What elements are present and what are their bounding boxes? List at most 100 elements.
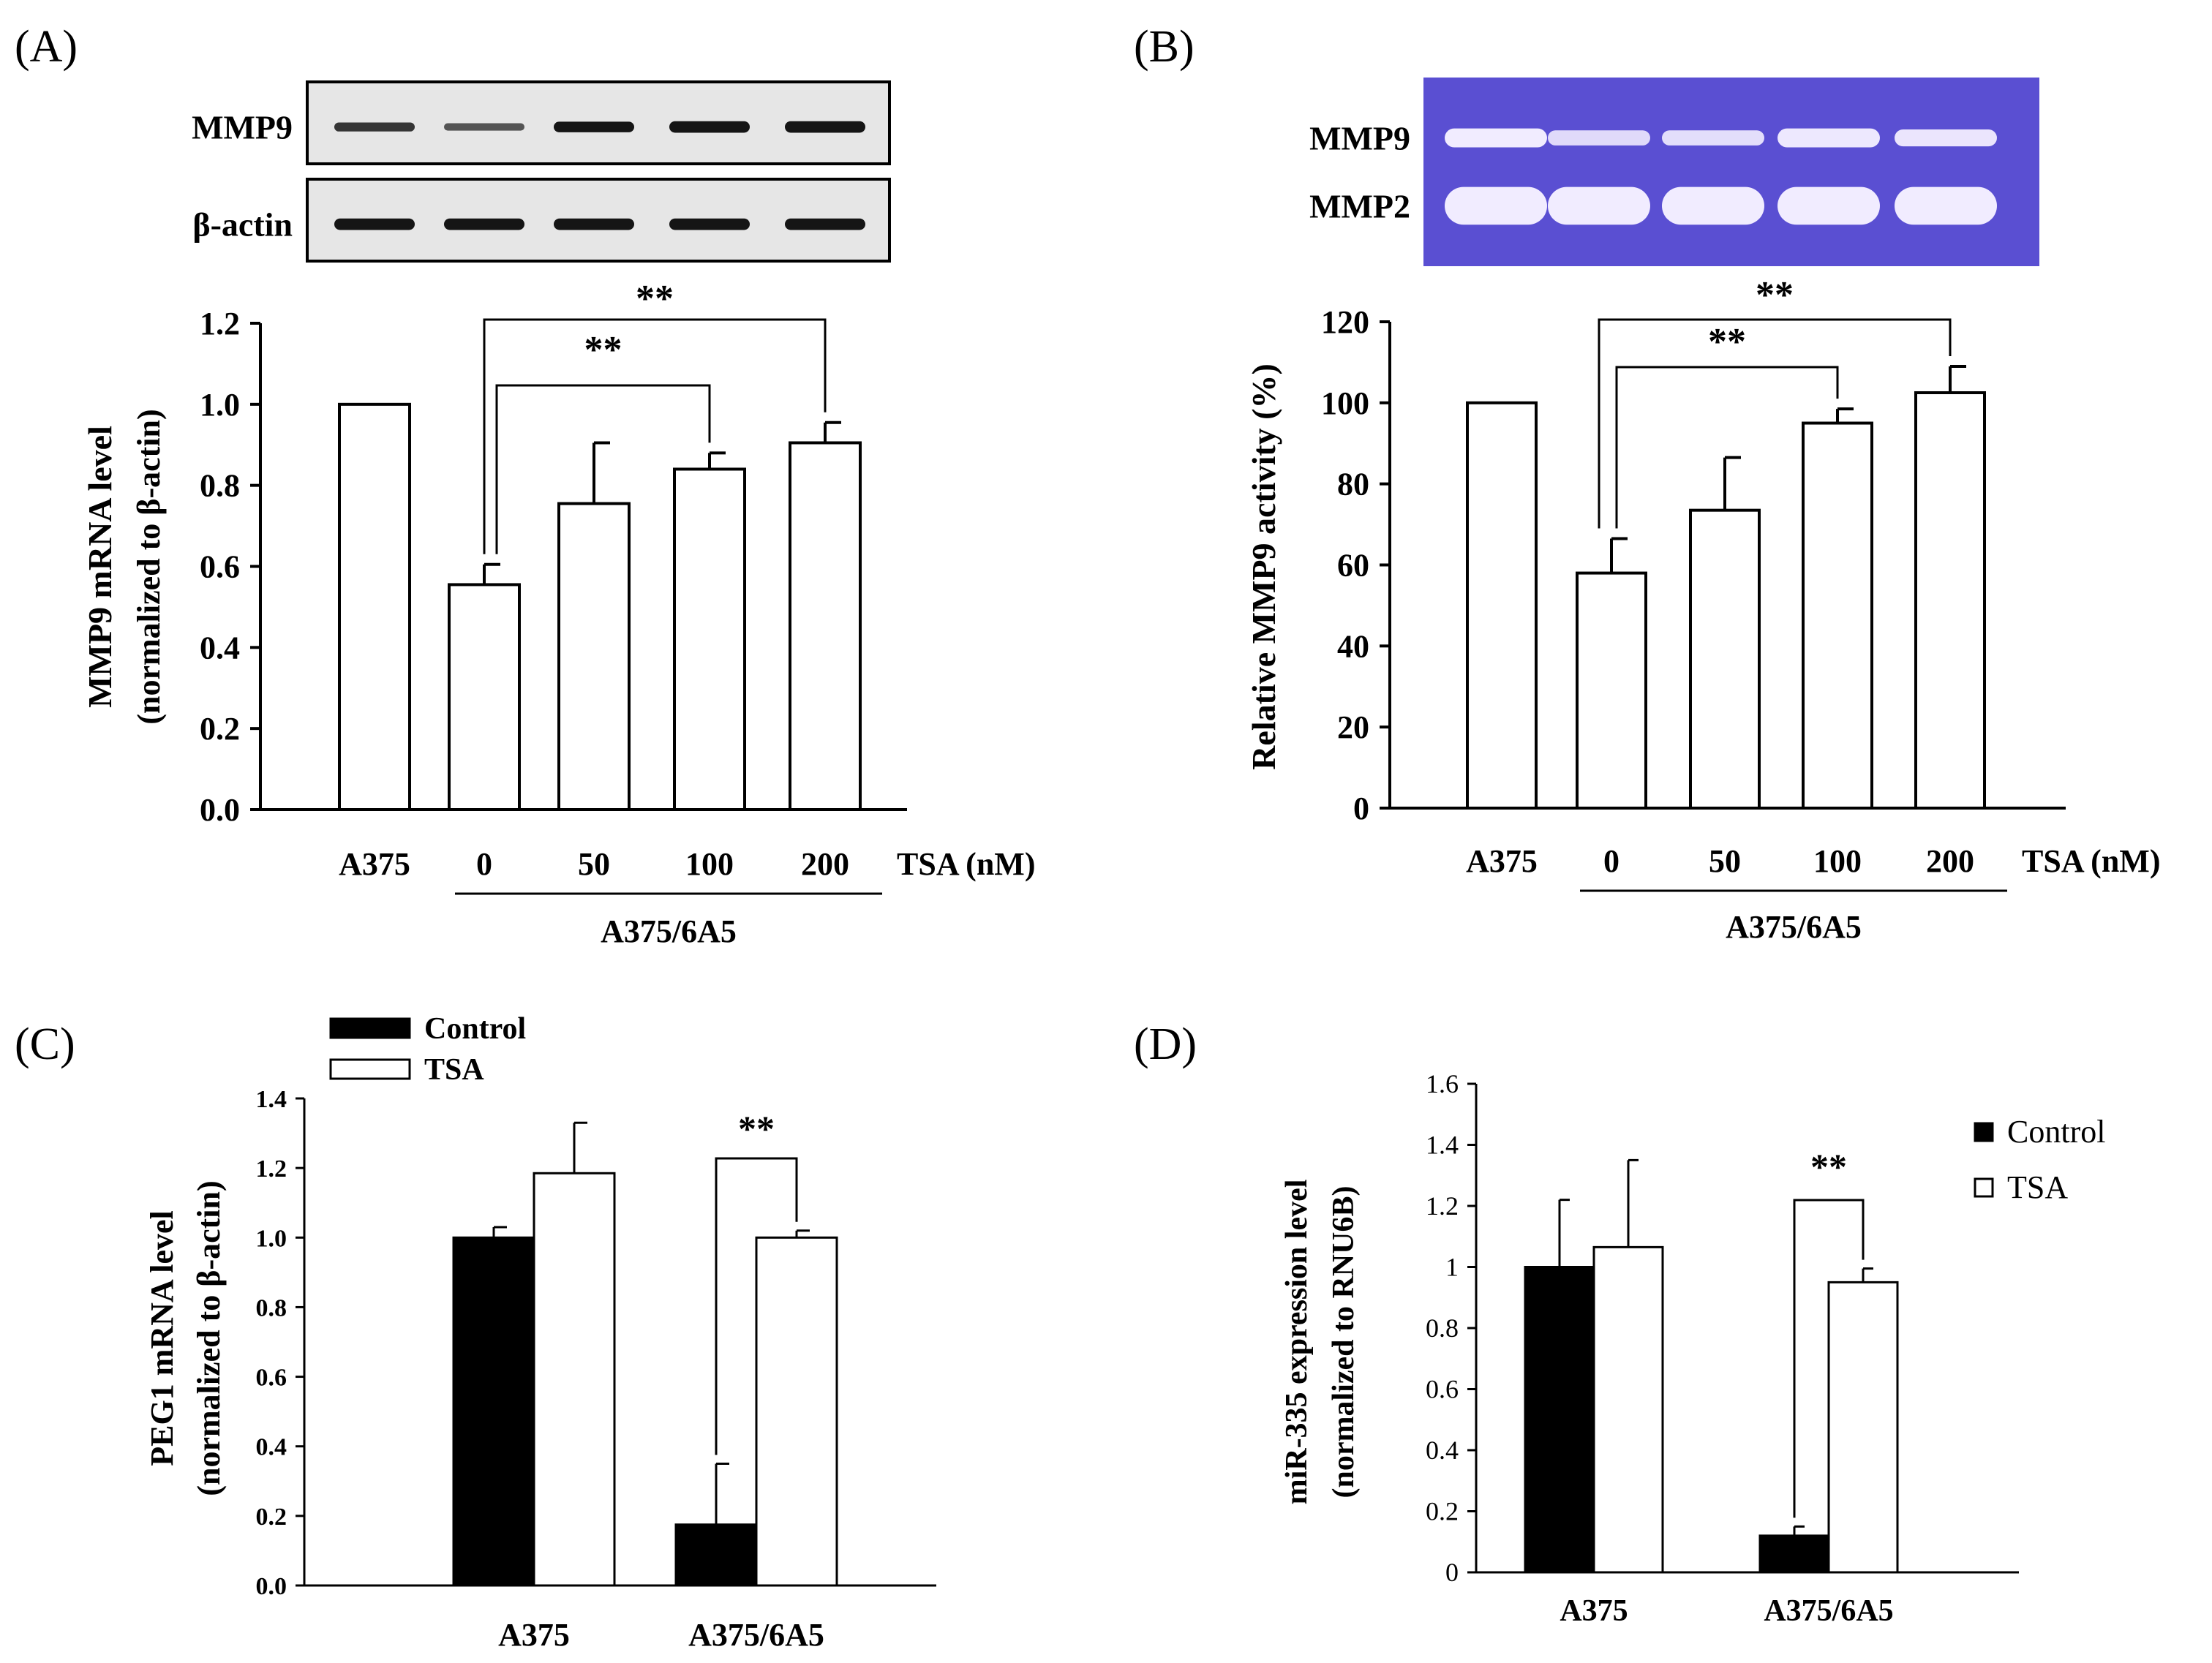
x-category-label: 100 bbox=[685, 846, 734, 882]
x-axis-unit-label: TSA (nM) bbox=[2022, 843, 2160, 879]
zymogram-band bbox=[1662, 130, 1764, 146]
significance-label: ** bbox=[1810, 1146, 1847, 1187]
bar bbox=[338, 402, 411, 811]
x-category-label: 200 bbox=[801, 846, 849, 882]
bar-tsa bbox=[533, 1172, 616, 1587]
chart-b-mmp9-activity: 0 20 40 60 80 100 120 A375 0 50 100 200 TSA (nM) A375… bbox=[1245, 274, 2160, 945]
blot-band bbox=[334, 218, 415, 230]
western-blot-image: MMP9 β-actin bbox=[192, 80, 891, 263]
blot-band bbox=[444, 218, 524, 230]
blot-row-label: MMP9 bbox=[192, 109, 293, 146]
y-tick-label: 0.4 bbox=[200, 630, 240, 665]
zymogram-band bbox=[1895, 129, 1997, 147]
zymogram-row-label: MMP2 bbox=[1309, 187, 1410, 225]
blot-band bbox=[554, 218, 634, 230]
chart-a-mmp9-mrna: 0.0 0.2 0.4 0.6 0.8 1.0 1.2 A375 0 50 100 200 TSA (n… bbox=[81, 278, 1035, 949]
legend-swatch-control bbox=[1974, 1122, 1994, 1142]
group-label: A375/6A5 bbox=[601, 913, 737, 949]
y-tick-label: 0 bbox=[1445, 1558, 1459, 1587]
x-category-label: 100 bbox=[1813, 843, 1862, 879]
legend-label: Control bbox=[2007, 1114, 2105, 1150]
y-axis-subtitle: (normalized to RNU6B) bbox=[1327, 1186, 1361, 1498]
significance-label: ** bbox=[1756, 274, 1794, 316]
legend-label: Control bbox=[424, 1012, 526, 1046]
chart-c-peg1-mrna: 0.0 0.2 0.4 0.6 0.8 1.0 1.2 1.4 A375 A375/6A5 ** PE… bbox=[144, 1012, 936, 1653]
bar-control bbox=[452, 1236, 535, 1587]
blot-band bbox=[554, 121, 634, 132]
y-tick-label: 1.2 bbox=[200, 306, 240, 342]
blot-band bbox=[669, 121, 750, 133]
x-category-label: A375 bbox=[498, 1617, 570, 1653]
y-tick-label: 0.6 bbox=[256, 1365, 287, 1392]
y-tick-label: 0.8 bbox=[256, 1294, 287, 1321]
y-tick-label: 0.2 bbox=[200, 711, 240, 747]
significance-label: ** bbox=[584, 329, 622, 371]
zymogram-band bbox=[1895, 186, 1997, 225]
x-category-label: 200 bbox=[1926, 843, 1974, 879]
bar bbox=[557, 502, 631, 812]
y-tick-label: 0 bbox=[1353, 791, 1369, 826]
significance-bracket bbox=[1598, 318, 1952, 529]
bar-control bbox=[1524, 1266, 1595, 1574]
significance-label: ** bbox=[1708, 321, 1746, 363]
significance-bracket bbox=[495, 384, 711, 554]
legend-label: TSA bbox=[424, 1053, 484, 1087]
significance-label: ** bbox=[738, 1108, 775, 1149]
y-axis-subtitle: (normalized to β-actin) bbox=[191, 1180, 227, 1496]
significance-bracket bbox=[483, 318, 827, 554]
bar bbox=[1914, 391, 1986, 810]
zymogram-row-label: MMP9 bbox=[1309, 120, 1410, 157]
y-tick-label: 60 bbox=[1337, 548, 1369, 584]
y-axis-title: PEG1 mRNA level bbox=[144, 1210, 180, 1466]
bar-control bbox=[674, 1523, 758, 1587]
zymogram-band bbox=[1778, 186, 1880, 225]
y-tick-label: 0.0 bbox=[200, 792, 240, 828]
x-category-label: 0 bbox=[1603, 843, 1620, 879]
significance-label: ** bbox=[636, 278, 674, 320]
bar-tsa bbox=[1592, 1245, 1664, 1574]
zymogram-band bbox=[1548, 130, 1650, 146]
y-tick-label: 40 bbox=[1337, 628, 1369, 664]
x-axis-unit-label: TSA (nM) bbox=[897, 846, 1035, 882]
y-tick-label: 1.2 bbox=[256, 1155, 287, 1183]
bar bbox=[673, 467, 746, 811]
bar bbox=[1802, 421, 1873, 810]
significance-bracket bbox=[715, 1157, 798, 1455]
y-tick-label: 0.8 bbox=[200, 468, 240, 504]
zymogram-panel bbox=[1423, 78, 2039, 266]
legend-swatch-tsa bbox=[1974, 1177, 1994, 1198]
panel-label-c: (C) bbox=[15, 1019, 75, 1069]
bar-control bbox=[1758, 1534, 1830, 1574]
significance-bracket bbox=[1615, 366, 1839, 529]
panel-label-d: (D) bbox=[1134, 1019, 1197, 1069]
y-tick-label: 0.2 bbox=[1426, 1497, 1459, 1526]
bar-tsa bbox=[1827, 1281, 1899, 1574]
chart-d-mir335-expression: 0 0.2 0.4 0.6 0.8 1 1.2 1.4 1.6 A375 A375/6A5 ** miR… bbox=[1280, 1069, 2105, 1628]
x-category-label: 0 bbox=[476, 846, 492, 882]
y-tick-label: 80 bbox=[1337, 467, 1369, 502]
zymogram-band bbox=[1778, 128, 1880, 148]
y-axis-title: Relative MMP9 activity (%) bbox=[1245, 363, 1282, 770]
y-tick-label: 1 bbox=[1445, 1253, 1459, 1282]
bar bbox=[1576, 571, 1647, 810]
y-tick-label: 0.6 bbox=[1426, 1375, 1459, 1404]
y-tick-label: 120 bbox=[1321, 304, 1369, 340]
zymogram-band bbox=[1445, 128, 1547, 148]
legend-swatch-control bbox=[329, 1017, 411, 1039]
y-tick-label: 0.0 bbox=[256, 1573, 287, 1600]
bar bbox=[448, 583, 521, 811]
blot-band bbox=[785, 121, 865, 133]
x-category-label: A375 bbox=[1466, 843, 1538, 879]
zymogram-band bbox=[1445, 186, 1547, 225]
gelatin-zymogram-image: MMP9 MMP2 bbox=[1309, 78, 2039, 266]
y-tick-label: 100 bbox=[1321, 385, 1369, 421]
y-tick-label: 1.6 bbox=[1426, 1069, 1459, 1098]
y-axis-subtitle: (normalized to β-actin) bbox=[131, 409, 167, 724]
y-tick-label: 0.6 bbox=[200, 549, 240, 585]
legend-swatch-tsa bbox=[329, 1058, 411, 1080]
y-tick-label: 0.8 bbox=[1426, 1313, 1459, 1343]
bar bbox=[1466, 401, 1538, 810]
panel-label-a: (A) bbox=[15, 22, 78, 72]
x-category-label: A375/6A5 bbox=[688, 1617, 824, 1653]
